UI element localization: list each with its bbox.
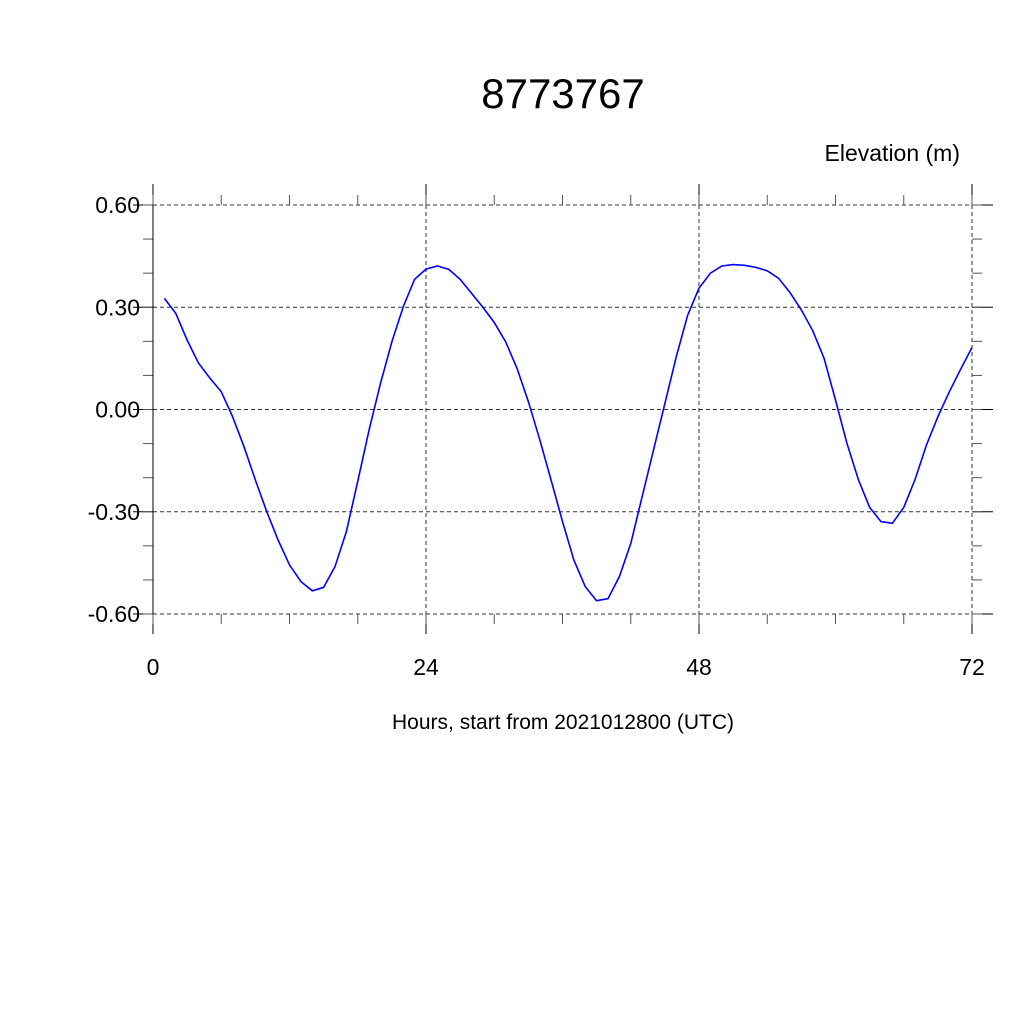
x-tick-label: 48 bbox=[686, 654, 712, 680]
elevation-line bbox=[163, 263, 973, 602]
y-tick-label: 0.00 bbox=[95, 397, 140, 423]
y-tick-label: 0.30 bbox=[95, 294, 140, 320]
x-axis-label: Hours, start from 2021012800 (UTC) bbox=[392, 711, 734, 734]
x-tick-label: 72 bbox=[959, 654, 985, 680]
x-tick-label: 0 bbox=[147, 654, 160, 680]
y-tick-label: -0.60 bbox=[88, 601, 140, 627]
chart-title: 8773767 bbox=[481, 70, 645, 117]
y-tick-label: 0.60 bbox=[95, 192, 140, 218]
ticks bbox=[133, 184, 993, 634]
x-tick-label: 24 bbox=[413, 654, 439, 680]
grid bbox=[153, 204, 973, 615]
tick-labels: 0.60 0.30 0.00 -0.30 -0.60 0 24 48 72 bbox=[88, 192, 985, 680]
y-tick-label: -0.30 bbox=[88, 499, 140, 525]
y-axis-label: Elevation (m) bbox=[825, 140, 960, 166]
